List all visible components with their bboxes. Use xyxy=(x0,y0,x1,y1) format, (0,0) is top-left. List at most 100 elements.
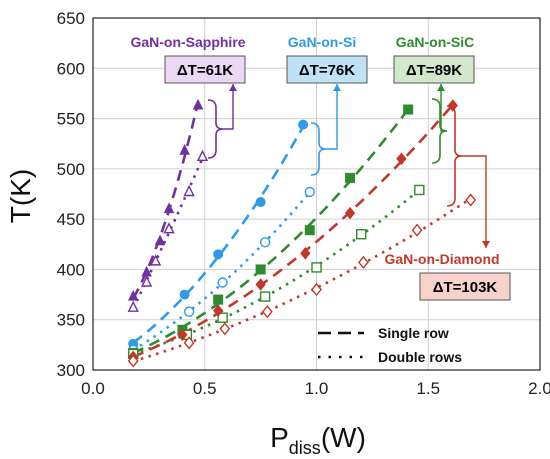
y-axis-title: T(K) xyxy=(5,169,36,223)
gan-on-sapphire-double-rows-point xyxy=(196,149,209,161)
gan-on-diamond-double-rows-point xyxy=(465,193,477,207)
x-tick-label: 1.5 xyxy=(416,379,440,398)
gan-on-diamond-single-row-point xyxy=(447,99,458,112)
gan-on-sic-double-rows-point xyxy=(356,229,367,240)
gan-on-diamond-brace xyxy=(446,105,463,207)
gan-on-diamond-single-row-point xyxy=(300,247,311,260)
gan-on-sic-double-rows-point xyxy=(217,312,228,323)
gan-on-sapphire-double-rows-point xyxy=(141,275,153,287)
gan-on-diamond-arrowhead xyxy=(482,241,490,248)
gan-on-sapphire-delta-label: ΔT=61K xyxy=(177,62,233,79)
gan-on-si-double-rows-point xyxy=(304,186,315,198)
gan-on-sapphire-single-row-point xyxy=(179,144,190,155)
gan-on-si-delta-label: ΔT=76K xyxy=(299,62,355,79)
x-tick-label: 0.0 xyxy=(81,379,105,398)
gan-on-sapphire-double-rows-point xyxy=(183,184,195,197)
gan-on-si-label: GaN-on-Si xyxy=(288,34,356,50)
gan-on-si-double-rows-point xyxy=(217,277,228,288)
gan-on-diamond-delta-label: ΔT=103K xyxy=(433,279,498,296)
gan-on-sapphire-double-rows-point xyxy=(163,222,175,234)
gan-on-sapphire-single-row-point xyxy=(192,98,204,110)
gan-on-sic-single-row-line xyxy=(132,108,410,355)
gan-on-sapphire-single-row-point xyxy=(163,202,175,214)
gan-on-sic-double-rows-point xyxy=(414,184,425,196)
gan-on-sic-double-rows-point xyxy=(259,291,271,302)
tick-labels: 0.0 0.5 1.0 1.5 2.0 300 350 400 450 500 550 600 650 xyxy=(57,9,550,398)
gan-on-diamond-label: GaN-on-Diamond xyxy=(384,251,499,267)
gan-on-sic-delta-label: ΔT=89K xyxy=(406,62,462,79)
gan-on-si-single-row-point xyxy=(179,289,190,300)
gan-on-diamond-arrow xyxy=(462,155,487,248)
y-tick-label: 650 xyxy=(57,9,85,28)
y-tick-label: 400 xyxy=(57,260,85,279)
gan-on-diamond-single-row-point xyxy=(177,328,188,342)
gan-on-diamond-double-rows-point xyxy=(261,305,273,319)
x-axis-title-main: P xyxy=(270,422,289,453)
x-axis-title-unit: (W) xyxy=(321,422,366,453)
gan-on-sapphire-arrow xyxy=(223,84,234,130)
x-axis-title-sub: diss xyxy=(289,438,321,458)
y-tick-label: 350 xyxy=(57,311,85,330)
gan-on-sic-single-row-point xyxy=(304,225,315,236)
gan-on-diamond-double-rows-point xyxy=(411,223,423,237)
gan-on-sapphire-label: GaN-on-Sapphire xyxy=(130,34,245,50)
legend: Single row Double rows xyxy=(318,325,462,365)
y-tick-label: 600 xyxy=(57,59,85,78)
gan-on-diamond-double-rows-point xyxy=(183,336,195,350)
x-tick-label: 0.5 xyxy=(193,379,217,398)
gan-on-sic-double-rows-point xyxy=(311,262,322,273)
gan-on-sapphire-brace xyxy=(207,99,224,159)
gan-on-diamond-single-row-point xyxy=(344,206,356,220)
gan-on-sic-arrowhead xyxy=(437,84,445,91)
x-tick-label: 2.0 xyxy=(528,379,550,398)
gan-on-diamond-double-rows-point xyxy=(358,255,369,269)
gan-on-sapphire-single-row-point xyxy=(127,289,139,301)
gan-on-diamond-single-row-point xyxy=(396,152,407,166)
y-tick-label: 450 xyxy=(57,210,85,229)
gan-on-si-delta-box xyxy=(286,55,368,84)
gan-on-sapphire-delta-box xyxy=(164,55,246,84)
gan-on-si-single-row-line xyxy=(132,125,305,344)
gan-on-si-double-rows-point xyxy=(183,306,195,317)
gan-on-diamond-single-row-point xyxy=(213,304,224,317)
gan-on-diamond-single-row-point xyxy=(255,278,266,291)
gan-on-sic-double-rows-line xyxy=(132,188,421,356)
gan-on-si-single-row-point xyxy=(298,119,309,130)
gan-on-sapphire-double-rows-point xyxy=(149,254,162,266)
gan-on-sapphire-single-row-point xyxy=(154,234,166,246)
gan-on-si-arrow xyxy=(326,84,338,150)
gan-on-diamond-double-rows-point xyxy=(127,354,139,368)
gan-on-si-double-rows-point xyxy=(259,237,271,248)
gan-on-sic-label: GaN-on-SiC xyxy=(396,34,475,50)
gan-on-sic-single-row-point xyxy=(255,264,266,275)
plot-frame xyxy=(92,17,541,371)
y-tick-label: 300 xyxy=(57,361,85,380)
gan-on-sic-arrow xyxy=(440,84,447,132)
annotations: GaN-on-Sapphire ΔT=61K GaN-on-Si ΔT=76K GaN-… xyxy=(130,34,511,301)
gan-on-sic-single-row-point xyxy=(345,172,356,183)
gan-on-si-double-rows-line xyxy=(132,191,311,352)
gan-on-sapphire-double-rows-line xyxy=(132,157,204,309)
gan-on-si-brace xyxy=(310,122,327,176)
legend-label-double-rows: Double rows xyxy=(378,349,462,365)
gan-on-sapphire-arrowhead xyxy=(229,84,237,91)
x-tick-label: 1.0 xyxy=(305,379,329,398)
gan-on-diamond-delta-box xyxy=(419,272,511,301)
y-tick-label: 550 xyxy=(57,110,85,129)
gan-on-sapphire-double-rows-point xyxy=(127,300,139,312)
gan-on-si-single-row-point xyxy=(213,249,224,260)
gan-on-si-single-row-point xyxy=(255,197,266,208)
legend-label-single-row: Single row xyxy=(378,325,449,341)
gan-on-sic-delta-box xyxy=(393,55,475,84)
gan-on-sic-single-row-point xyxy=(213,294,224,305)
gan-on-sic-single-row-point xyxy=(403,104,414,115)
gan-on-diamond-double-rows-point xyxy=(219,322,231,336)
x-axis-title: Pdiss(W) xyxy=(270,422,366,458)
gan-on-sapphire-single-row-line xyxy=(132,102,200,299)
series-markers xyxy=(127,98,477,368)
y-tick-label: 500 xyxy=(57,160,85,179)
gan-on-si-arrowhead xyxy=(333,84,341,91)
gan-on-diamond-double-rows-point xyxy=(311,282,322,297)
